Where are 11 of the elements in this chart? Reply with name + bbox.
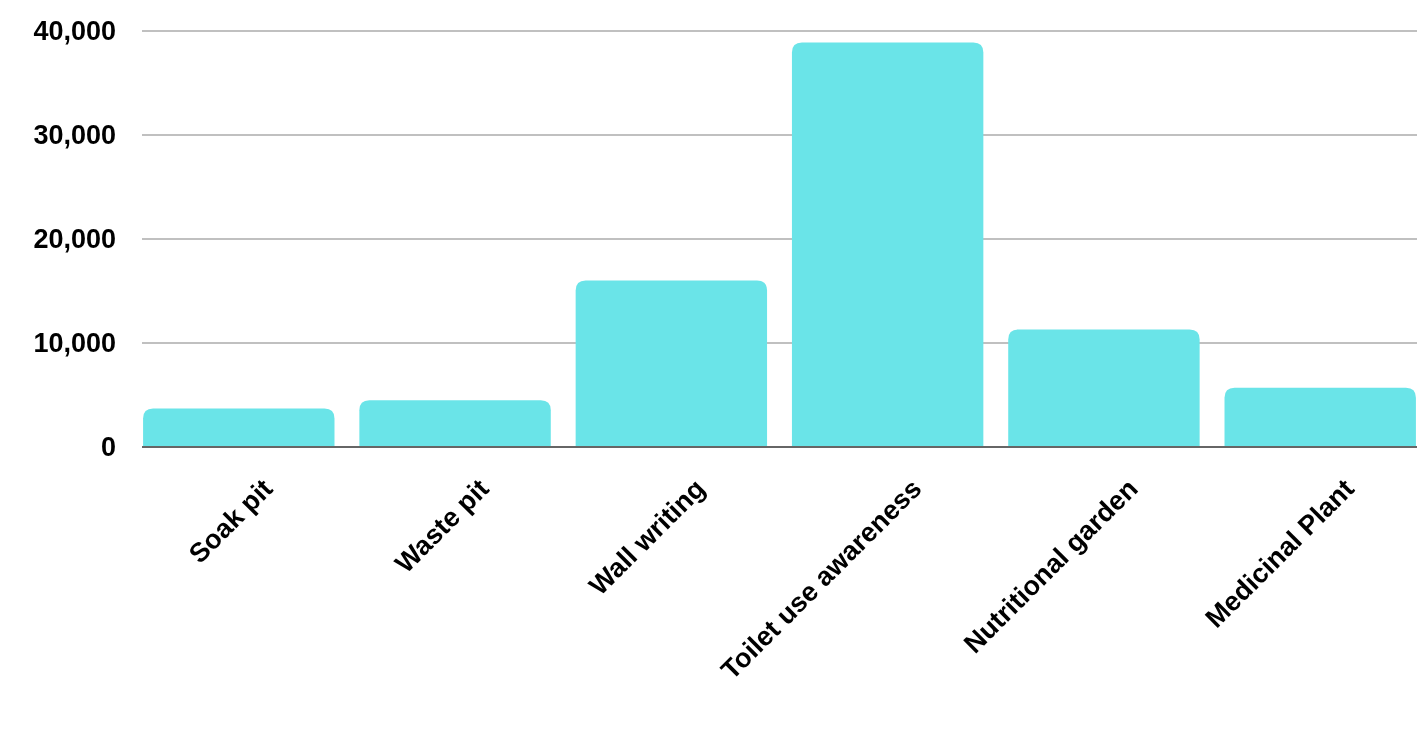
y-tick-label: 0 [100, 432, 116, 463]
bar [143, 408, 335, 447]
y-tick-label: 40,000 [33, 16, 116, 47]
bar [1224, 387, 1416, 447]
y-tick-label: 30,000 [33, 120, 116, 151]
bar [791, 42, 984, 447]
bar [359, 400, 551, 447]
y-tick-label: 20,000 [33, 224, 116, 255]
bar [1008, 329, 1200, 447]
bar [575, 280, 768, 447]
y-tick-label: 10,000 [33, 328, 116, 359]
